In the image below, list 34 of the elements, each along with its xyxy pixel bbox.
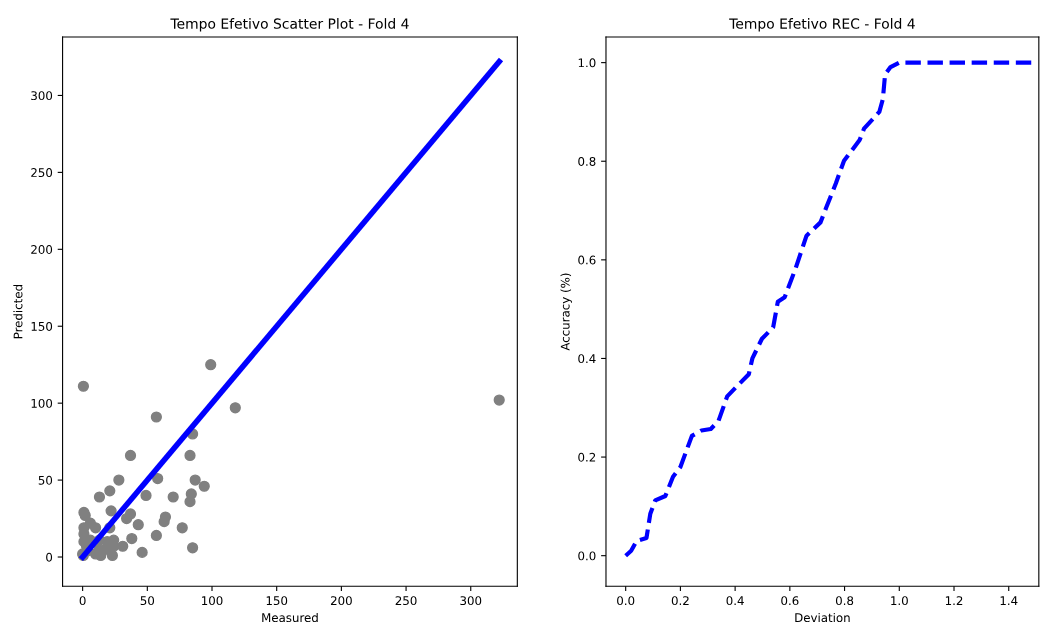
- x-tick-label: 0.2: [671, 596, 689, 606]
- x-tick-label: 1.2: [945, 596, 963, 605]
- y-axis-title: Accuracy (%): [560, 273, 572, 351]
- y-tick-label: 150: [31, 321, 53, 331]
- x-tick-label: 0.6: [781, 596, 799, 606]
- x-tick-label: 0.0: [617, 596, 635, 606]
- y-tick-label: 0.4: [578, 354, 596, 364]
- y-tick-label: 0.2: [578, 452, 596, 462]
- x-tick-label: 0: [79, 596, 86, 606]
- chart-title: Tempo Efetivo REC - Fold 4: [729, 18, 915, 32]
- x-tick-label: 50: [140, 596, 155, 606]
- y-tick-label: 200: [31, 245, 53, 254]
- x-tick-label: 150: [266, 596, 288, 606]
- chart-title: Tempo Efetivo Scatter Plot - Fold 4: [170, 18, 409, 32]
- x-tick-label: 250: [395, 596, 417, 606]
- y-tick-label: 1.0: [578, 58, 596, 68]
- x-tick-label: 1.4: [1000, 596, 1018, 605]
- y-tick-label: 0.6: [578, 255, 596, 265]
- x-tick-label: 100: [202, 596, 223, 606]
- x-axis-title: Deviation: [795, 612, 850, 623]
- y-tick-label: 0.0: [578, 551, 596, 561]
- x-tick-label: 0.4: [726, 596, 744, 606]
- x-tick-label: 300: [460, 596, 482, 606]
- y-tick-label: 0: [46, 552, 53, 562]
- y-tick-label: 300: [31, 91, 53, 101]
- y-axis-title: Predicted: [13, 284, 23, 339]
- x-tick-label: 200: [330, 596, 352, 606]
- x-tick-label: 1.0: [891, 596, 908, 606]
- x-tick-label: 0.8: [835, 596, 854, 606]
- y-tick-label: 0.8: [578, 156, 596, 166]
- y-tick-label: 100: [31, 398, 53, 408]
- y-tick-label: 50: [38, 475, 53, 485]
- x-axis-title: Measured: [262, 612, 318, 623]
- y-tick-label: 250: [31, 168, 53, 178]
